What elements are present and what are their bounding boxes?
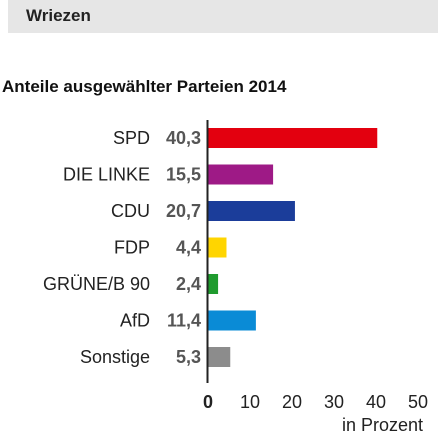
bar-die-linke (208, 164, 274, 185)
bar-sonstige (208, 347, 231, 367)
value-label: 5,3 (176, 347, 201, 367)
value-label: 2,4 (176, 274, 201, 294)
value-label: 15,5 (166, 165, 201, 185)
bar-gr-ne-b-90 (208, 274, 219, 294)
x-tick-label: 0 (203, 392, 213, 412)
value-label: 11,4 (167, 311, 201, 331)
category-label: SPD (113, 128, 150, 148)
bar-spd (208, 128, 378, 148)
x-tick-label: 30 (324, 392, 344, 412)
x-tick-label: 40 (366, 392, 386, 412)
value-label: 20,7 (166, 201, 201, 221)
category-label: DIE LINKE (63, 165, 150, 185)
category-label: GRÜNE/B 90 (43, 274, 150, 294)
header-bar: Wriezen (8, 0, 438, 33)
x-axis-label: in Prozent (342, 415, 423, 435)
category-label: FDP (114, 238, 150, 258)
x-tick-label: 10 (240, 392, 260, 412)
category-label: AfD (120, 311, 150, 331)
x-tick-label: 50 (408, 392, 428, 412)
chart-title: Anteile ausgewählter Parteien 2014 (2, 77, 287, 96)
x-tick-label: 20 (282, 392, 302, 412)
bar-cdu (208, 201, 295, 221)
value-label: 40,3 (166, 128, 201, 148)
category-label: CDU (111, 201, 150, 221)
bar-fdp (208, 237, 227, 258)
value-label: 4,4 (176, 238, 201, 258)
page-title: Wriezen (26, 6, 91, 25)
category-label: Sonstige (80, 347, 150, 367)
bar-afd (208, 310, 256, 331)
